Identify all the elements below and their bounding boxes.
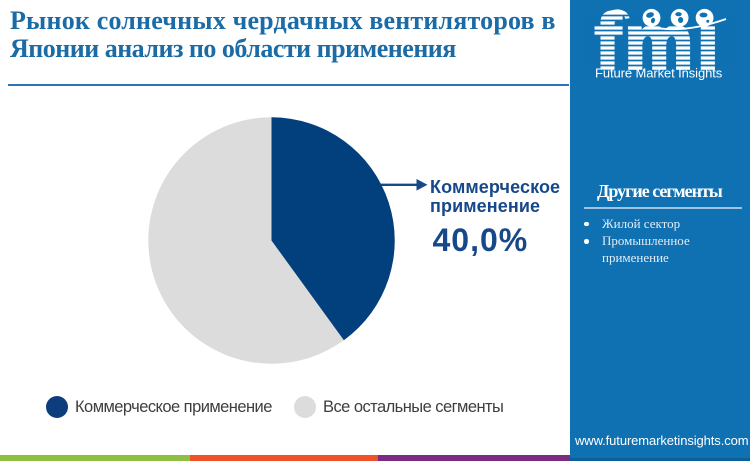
svg-text:Future Market Insights: Future Market Insights: [595, 66, 723, 81]
